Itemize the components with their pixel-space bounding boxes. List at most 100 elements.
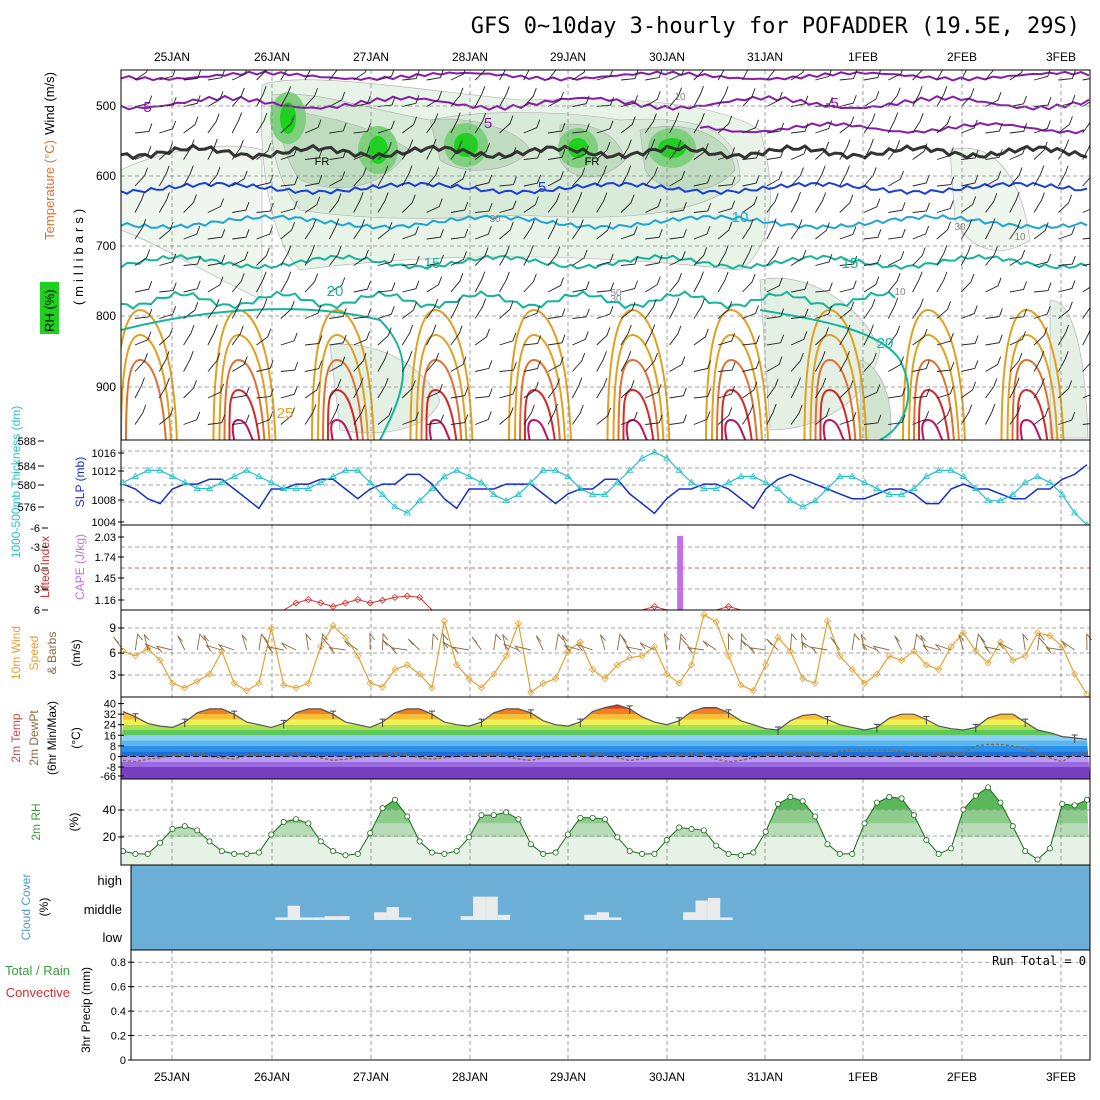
rh-marker xyxy=(330,848,337,855)
wind-barb xyxy=(888,70,903,81)
y-tick-label: 32 xyxy=(104,709,116,721)
wind-barb xyxy=(305,360,323,372)
wind-barb xyxy=(985,193,998,213)
isotherm-diurnal xyxy=(625,418,648,440)
rh-ylabel-box xyxy=(40,282,59,334)
wind-speed-marker xyxy=(391,665,399,674)
wind-barb xyxy=(669,414,687,425)
wind-barb xyxy=(475,174,493,187)
wind-barb xyxy=(452,646,470,654)
wind-barb xyxy=(280,386,298,399)
wind-speed-marker xyxy=(428,684,436,692)
isotherm-diurnal xyxy=(508,308,572,440)
isotherm-label: FR xyxy=(585,156,600,168)
wind-barb xyxy=(207,254,226,266)
wind-barb xyxy=(888,387,906,399)
wind10-label2: Speed xyxy=(27,636,41,671)
rh-marker xyxy=(441,850,448,857)
rh-marker xyxy=(305,820,312,827)
wind-barb xyxy=(912,174,930,187)
wind-barb xyxy=(599,634,606,651)
wind-barb xyxy=(232,414,250,425)
wind-barb xyxy=(183,226,201,240)
wind-barb xyxy=(985,308,1003,319)
temp-color-band xyxy=(121,761,1090,767)
wind-speed-marker xyxy=(1046,632,1054,640)
y-tick-label: 580 xyxy=(18,480,36,492)
wind-barb xyxy=(960,404,973,425)
rh-marker xyxy=(132,850,139,857)
y-tick-label: 1.74 xyxy=(95,552,116,564)
minmax-marker xyxy=(725,709,732,718)
wind-barb xyxy=(596,165,607,187)
minmax-marker xyxy=(972,723,979,733)
wind-barb xyxy=(936,385,954,399)
wind-barb xyxy=(535,635,544,651)
rh-marker xyxy=(243,850,250,857)
minmax-marker xyxy=(379,718,386,728)
rh-contour-label: 50 xyxy=(610,288,622,299)
wind-barb xyxy=(961,335,979,346)
wind-barb xyxy=(547,277,564,293)
lifted-index-marker xyxy=(366,599,374,607)
thickness-marker xyxy=(317,478,325,485)
isotherm xyxy=(121,214,1088,231)
thickness-marker xyxy=(737,472,745,479)
wind-barb xyxy=(693,247,708,266)
wind-barb xyxy=(839,380,854,399)
cloud-bar xyxy=(287,905,301,920)
wind-barb xyxy=(305,175,323,187)
wind-barb xyxy=(645,254,663,266)
wind-speed-marker xyxy=(749,687,757,695)
wind-barb xyxy=(1037,633,1045,651)
rh-shading xyxy=(1049,299,1089,439)
wind-barb xyxy=(450,228,469,240)
wind-barb xyxy=(402,95,420,107)
wind-barb xyxy=(620,351,632,372)
wind-barb xyxy=(426,229,444,240)
wind-speed-marker xyxy=(811,679,819,687)
wind-barb xyxy=(669,202,687,213)
wind-barb xyxy=(815,282,833,293)
wind-barb xyxy=(426,167,440,187)
wind-barb xyxy=(523,244,534,266)
rh-marker xyxy=(639,850,646,857)
rh-marker xyxy=(552,849,559,856)
wind-barb xyxy=(669,251,686,266)
wind-barb xyxy=(548,308,566,319)
isotherm-diurnal xyxy=(415,333,468,440)
wind-barb xyxy=(450,139,463,160)
wind-barb xyxy=(790,249,807,266)
wind-barb xyxy=(442,632,449,651)
wind-barb xyxy=(718,176,736,187)
isotherm xyxy=(121,70,1090,82)
wind-barb xyxy=(766,334,785,346)
wind-barb xyxy=(401,165,413,187)
wind-barb xyxy=(475,388,493,399)
wind-barb xyxy=(329,334,347,346)
thickness-marker xyxy=(144,466,152,473)
wind-barb xyxy=(1022,632,1029,651)
rh-ylabel: RH (%) xyxy=(42,289,57,332)
wind-barb xyxy=(134,70,148,81)
y-tick-label: 0.2 xyxy=(111,1031,126,1043)
minmax-marker xyxy=(923,715,930,725)
date-label-top: 27JAN xyxy=(353,50,389,64)
wind-barb xyxy=(1082,208,1090,213)
wind-barb xyxy=(377,141,392,160)
thickness-marker xyxy=(786,496,795,504)
wind-barb xyxy=(203,634,210,651)
wind-barb xyxy=(158,192,170,213)
wind-barb xyxy=(851,633,860,651)
wind-barb xyxy=(596,351,607,372)
wind-speed-marker xyxy=(230,679,238,687)
wind-barb xyxy=(693,202,712,213)
wind-barb xyxy=(686,646,704,654)
wind-barb xyxy=(740,632,747,651)
wind-barb xyxy=(377,306,395,319)
wind-speed-marker xyxy=(551,675,560,683)
wind-barb xyxy=(304,404,317,425)
rh-marker xyxy=(1046,845,1053,852)
wind-barb xyxy=(572,352,586,372)
